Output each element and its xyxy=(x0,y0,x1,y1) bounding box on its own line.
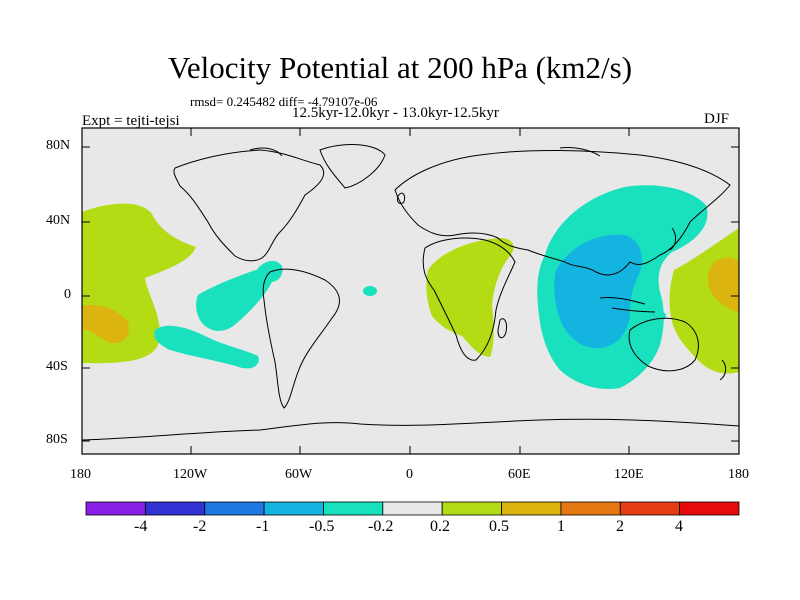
positive-core-west-pacific xyxy=(707,257,739,312)
lat-tick-label: 80N xyxy=(46,138,71,153)
lat-tick-label: 0 xyxy=(64,287,71,302)
colorbar xyxy=(85,501,740,516)
longitude-tick-marks xyxy=(190,128,630,454)
colorbar-label: 0.5 xyxy=(489,518,509,535)
period-label: 12.5kyr-12.0kyr - 13.0kyr-12.5kyr xyxy=(292,105,499,121)
lon-tick-label: 120E xyxy=(614,467,644,482)
colorbar-label: 4 xyxy=(675,518,683,535)
coast-madagascar xyxy=(497,318,507,339)
coast-africa xyxy=(422,237,516,361)
colorbar-label: -0.5 xyxy=(309,518,335,535)
coast-new-zealand xyxy=(719,359,727,381)
colorbar-swatch xyxy=(382,501,443,516)
lon-tick-label: 0 xyxy=(406,467,413,482)
colorbar-label: 0.2 xyxy=(430,518,450,535)
coast-australia xyxy=(628,317,699,372)
rmsd-diff-label: rmsd= 0.245482 diff= -4.79107e-06 xyxy=(190,94,378,109)
colorbar-swatch xyxy=(144,501,206,516)
coast-japan xyxy=(669,227,677,251)
season-label: DJF xyxy=(704,111,730,127)
colorbar-label: -1 xyxy=(256,518,270,535)
colorbar-swatch xyxy=(323,501,384,516)
positive-core-pacific xyxy=(82,304,129,344)
negative-region-south-pacific xyxy=(154,325,259,369)
coast-uk xyxy=(397,192,405,205)
coastlines xyxy=(81,144,740,441)
experiment-label: Expt = tejti-tejsi xyxy=(82,113,180,129)
colorbar-swatch xyxy=(85,501,146,516)
positive-region-africa xyxy=(426,238,514,357)
negative-region-east-pacific xyxy=(196,265,276,331)
coast-indonesia xyxy=(599,297,656,313)
lat-tick-label: 80S xyxy=(46,432,68,447)
coast-antarctica xyxy=(81,418,740,441)
coast-arctic-islands xyxy=(249,147,601,157)
colorbar-swatch xyxy=(501,501,562,516)
latitude-tick-marks xyxy=(82,146,739,442)
lon-tick-label: 180 xyxy=(728,467,749,482)
colorbar-swatch xyxy=(204,501,265,516)
lat-tick-label: 40S xyxy=(46,359,68,374)
coast-greenland xyxy=(319,144,386,189)
coast-south-america xyxy=(262,268,340,409)
coast-eurasia xyxy=(394,149,731,276)
colorbar-label: -4 xyxy=(134,518,148,535)
lon-tick-label: 60E xyxy=(508,467,531,482)
lon-tick-label: 180 xyxy=(70,467,91,482)
colorbar-swatch xyxy=(679,501,740,516)
colorbar-swatch xyxy=(441,501,502,516)
map-title: Velocity Potential at 200 hPa (km2/s) xyxy=(167,50,633,85)
lon-tick-label: 60W xyxy=(285,467,313,482)
colorbar-label: -0.2 xyxy=(368,518,394,535)
colorbar-swatch xyxy=(263,501,324,516)
contour-fill-layer xyxy=(82,185,739,390)
colorbar-swatch xyxy=(619,501,681,516)
colorbar-label: 1 xyxy=(557,518,565,535)
colorbar-label: 2 xyxy=(616,518,624,535)
negative-core-asia-indian-ocean xyxy=(554,234,642,349)
colorbar-swatch xyxy=(560,501,621,516)
lon-tick-label: 120W xyxy=(173,467,208,482)
negative-region-atlantic xyxy=(363,286,377,296)
colorbar-label: -2 xyxy=(193,518,207,535)
lat-tick-label: 40N xyxy=(46,213,71,228)
